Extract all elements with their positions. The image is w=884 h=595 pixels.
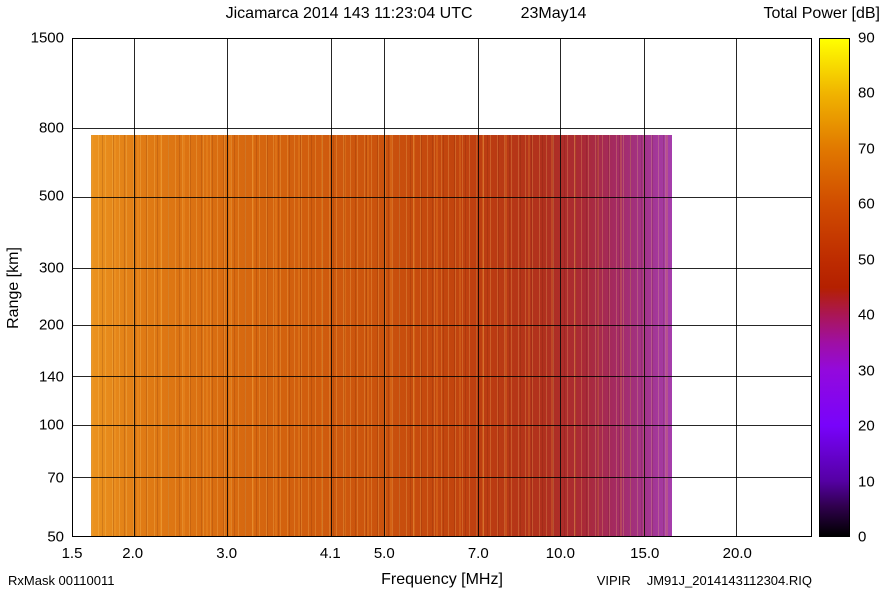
y-tick-label: 500 [38, 187, 64, 205]
x-tick-label: 2.0 [122, 545, 144, 562]
colorbar-tick-label: 60 [858, 195, 875, 213]
plot-date: 23May14 [520, 5, 587, 22]
x-gridline [736, 39, 738, 536]
colorbar-tick-label: 70 [858, 140, 875, 158]
y-tick-label: 100 [38, 416, 64, 434]
x-tick-label: 1.5 [61, 545, 83, 562]
y-tick-label: 50 [47, 528, 64, 546]
x-gridline [227, 39, 229, 536]
x-gridline [133, 39, 135, 536]
instrument-label: VIPIR [596, 573, 631, 588]
x-tick-label: 3.0 [216, 545, 238, 562]
y-tick-label: 1500 [30, 29, 64, 47]
x-gridline [384, 39, 386, 536]
y-gridline [73, 424, 811, 426]
y-tick-label: 140 [38, 368, 64, 386]
x-tick-label: 10.0 [545, 545, 575, 562]
x-tick-label: 20.0 [722, 545, 752, 562]
y-tick-label: 200 [38, 316, 64, 334]
colorbar-tick-label: 0 [858, 528, 867, 546]
x-gridline [330, 39, 332, 536]
colorbar-tick-label: 80 [858, 84, 875, 102]
colorbar-tick-label: 40 [858, 306, 875, 324]
heatmap-data-region [90, 135, 672, 536]
colorbar-tick-label: 50 [858, 251, 875, 269]
plot-title: Jicamarca 2014 143 11:23:04 UTC [225, 5, 473, 22]
filename-label: JM91J_2014143112304.RIQ [646, 573, 812, 588]
x-gridline [560, 39, 562, 536]
x-gridline [644, 39, 646, 536]
colorbar-tick-label: 10 [858, 473, 875, 491]
rxmask-label: RxMask 00110011 [8, 573, 115, 588]
y-tick-label: 800 [38, 119, 64, 137]
x-axis-title: Frequency [MHz] [381, 571, 503, 588]
x-tick-label: 15.0 [630, 545, 660, 562]
colorbar-tick-label: 20 [858, 417, 875, 435]
y-gridline [73, 324, 811, 326]
y-gridline [73, 196, 811, 198]
x-tick-label: 7.0 [467, 545, 489, 562]
figure-header: Jicamarca 2014 143 11:23:04 UTC 23May14 [0, 5, 812, 23]
x-tick-label: 5.0 [373, 545, 395, 562]
plot-area [72, 38, 812, 537]
y-gridline [73, 376, 811, 378]
colorbar-tick-label: 30 [858, 362, 875, 380]
y-tick-label: 70 [47, 469, 64, 487]
x-gridline [478, 39, 480, 536]
y-gridline [73, 477, 811, 479]
colorbar-tick-label: 90 [858, 29, 875, 47]
y-tick-label: 300 [38, 259, 64, 277]
file-info: VIPIR JM91J_2014143112304.RIQ [597, 573, 812, 588]
colorbar-title: Total Power [dB] [763, 5, 881, 22]
colorbar [819, 38, 850, 537]
y-gridline [73, 128, 811, 130]
y-gridline [73, 268, 811, 270]
x-tick-label: 4.1 [319, 545, 341, 562]
